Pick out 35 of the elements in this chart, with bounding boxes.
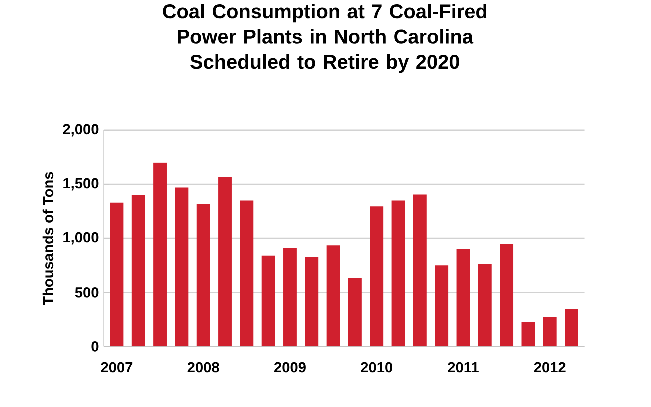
bar (370, 206, 384, 347)
x-tick-label: 2007 (101, 362, 133, 373)
bar (218, 176, 232, 347)
bar (284, 248, 297, 347)
bar (392, 200, 406, 347)
bar (565, 309, 578, 347)
x-tick-label: 2012 (534, 362, 566, 373)
x-tick-label: 2010 (361, 362, 393, 373)
y-tick-label: 2,000 (63, 124, 99, 137)
bar (456, 249, 470, 347)
bar (500, 244, 514, 347)
y-tick-label: 1,000 (64, 232, 99, 245)
bar (413, 194, 427, 347)
bar (348, 278, 362, 347)
bar (435, 266, 449, 347)
y-tick-label: 0 (92, 341, 99, 352)
x-tick-label: 2011 (448, 362, 479, 373)
bar (175, 188, 189, 347)
x-tick-label: 2008 (188, 362, 220, 373)
bar (196, 204, 210, 347)
x-tick-label: 2009 (274, 362, 306, 373)
y-axis-title: Thousands of Tons (42, 172, 54, 306)
chart-title: Coal Consumption at 7 Coal-Fired Power Plants in North Carolina Scheduled to Retire by 2020 (163, 4, 487, 74)
bar (522, 322, 536, 347)
bar (543, 317, 557, 347)
bar (262, 256, 276, 347)
bar (154, 162, 167, 347)
y-tick-label: 1,500 (64, 178, 99, 191)
bar (326, 246, 340, 347)
y-tick-label: 500 (75, 287, 99, 298)
bar (305, 256, 319, 347)
bar (478, 264, 492, 347)
bar (110, 202, 124, 347)
bar (132, 195, 146, 347)
bar (240, 200, 254, 347)
